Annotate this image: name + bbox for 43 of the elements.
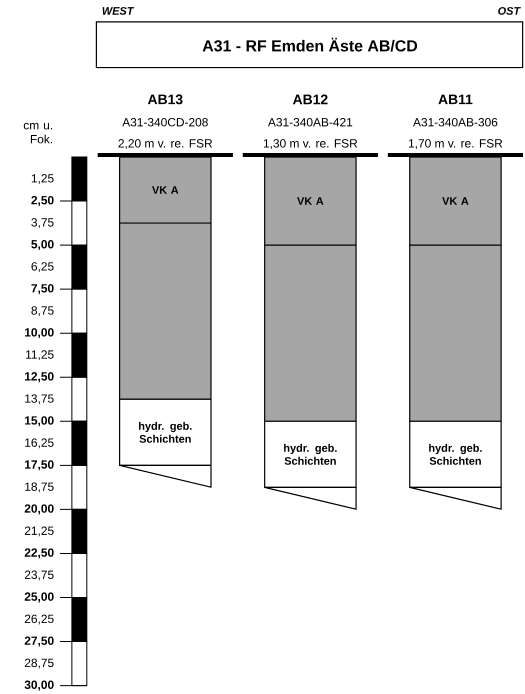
x-tick-label: AB13: [148, 94, 183, 104]
x-tick-label: AB11: [438, 94, 472, 104]
y-axis-title: cm u. Fok.: [24, 122, 52, 144]
y-tick-label: 1,25: [32, 174, 54, 184]
y-tick-label: 18,75: [25, 482, 54, 492]
y-tick-label: 8,75: [31, 306, 54, 316]
y-tick-label: 30,00: [24, 680, 54, 691]
y-tick-label: 25,00: [24, 592, 54, 603]
text: 1,70 m v. re. FSR: [408, 139, 502, 150]
y-tick-label: 5,00: [31, 240, 54, 250]
y-tick-label: 20,00: [24, 504, 54, 514]
y-tick-label: 28,75: [24, 658, 54, 669]
y-tick-label: 2,50: [31, 196, 54, 206]
y-tick-label: 27,50: [24, 636, 54, 647]
text: 1,30 m v. re. FSR: [264, 139, 358, 150]
y-tick-label: 7,50: [31, 284, 54, 294]
y-tick-label: 17,50: [25, 460, 54, 470]
y-tick-label: 16,25: [25, 438, 54, 448]
text: OST: [498, 7, 521, 15]
y-tick-label: 10,00: [25, 328, 54, 338]
y-tick-label: 22,50: [24, 548, 54, 559]
series-label: hydr. geb. Schichten: [139, 422, 192, 443]
text: A31-340AB-306: [413, 118, 498, 126]
text: hydr. geb. Schichten: [429, 444, 482, 465]
series-label: VK A: [152, 186, 178, 194]
text: A31-340CD-208: [122, 118, 208, 126]
y-tick-label: 3,75: [31, 218, 54, 228]
y-tick-label: 23,75: [24, 570, 54, 580]
text: 2,20 m v. re. FSR: [118, 139, 212, 150]
chart-title: A31 - RF Emden Äste AB/CD: [202, 38, 418, 52]
x-tick-label: AB12: [292, 94, 328, 104]
text: A31-340AB-421: [268, 118, 352, 126]
text: VK A: [297, 197, 324, 205]
y-tick-label: 26,25: [24, 614, 54, 624]
y-tick-label: 6,25: [32, 262, 54, 272]
y-tick-label: 11,25: [26, 350, 54, 360]
y-tick-label: 21,25: [24, 526, 54, 536]
text: WEST: [102, 7, 134, 15]
y-tick-label: 13,75: [25, 394, 54, 404]
y-tick-label: 12,50: [25, 372, 54, 382]
text: VK A: [442, 197, 468, 205]
text: hydr. geb. Schichten: [284, 444, 337, 465]
y-tick-label: 15,00: [25, 416, 54, 426]
